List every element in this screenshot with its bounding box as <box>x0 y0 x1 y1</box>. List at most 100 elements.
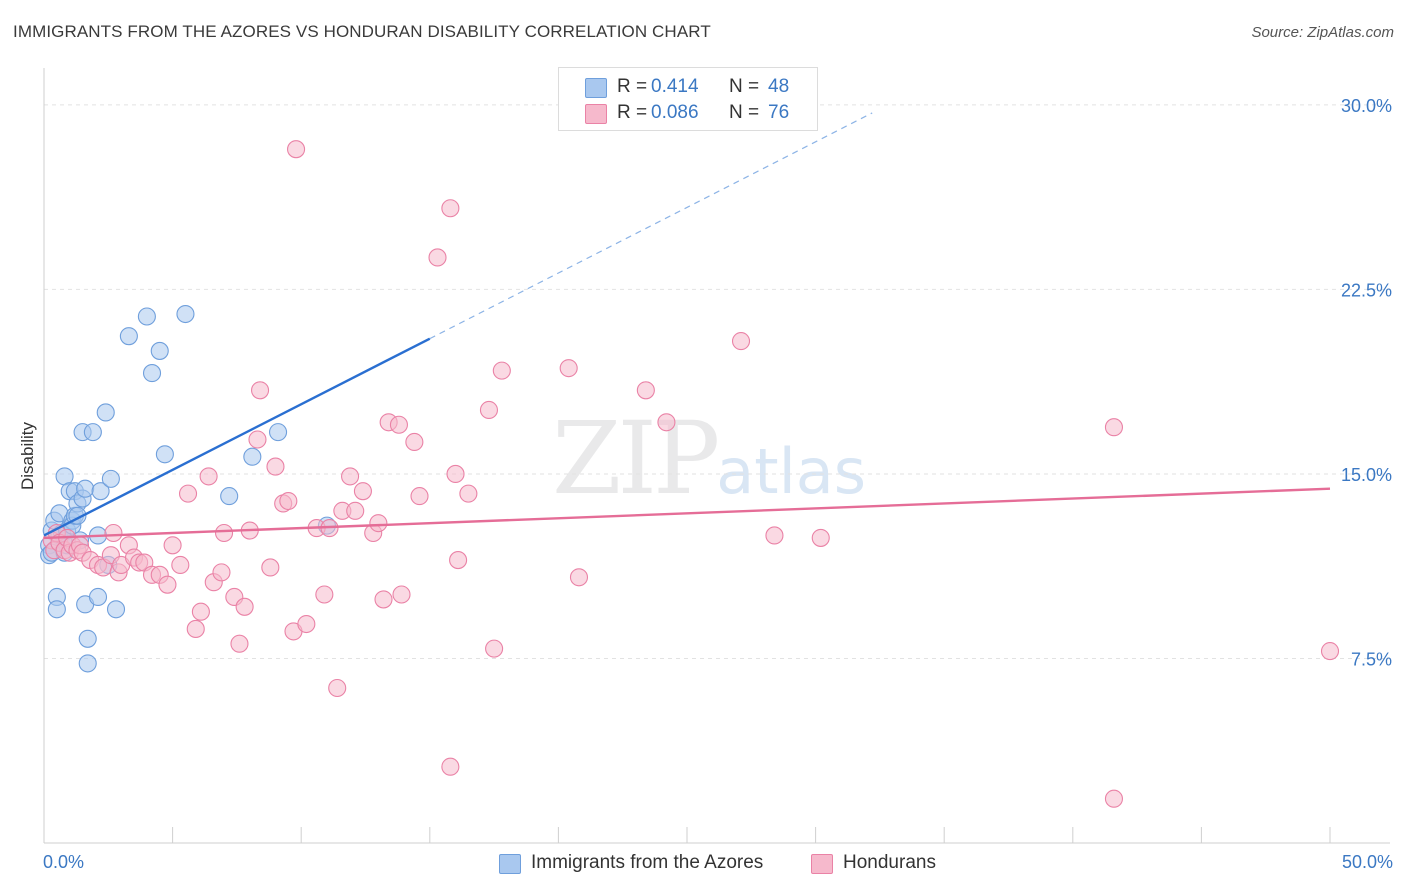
data-point-hondurans <box>428 248 447 267</box>
source-attribution: Source: ZipAtlas.com <box>1251 24 1394 41</box>
data-point-hondurans <box>214 523 234 543</box>
data-point-hondurans <box>178 484 198 503</box>
data-point-azores <box>119 327 138 346</box>
legend-r-value: 0.414 <box>651 76 699 97</box>
data-point-hondurans <box>235 597 254 616</box>
data-point-hondurans <box>459 484 478 503</box>
data-point-azores <box>155 445 174 464</box>
bottom-legend-swatch-azores <box>499 854 521 874</box>
legend-r-label: R = <box>617 102 648 123</box>
data-point-hondurans <box>341 467 360 486</box>
data-point-hondurans <box>392 585 411 604</box>
x-tick-label-max: 50.0% <box>1341 852 1393 872</box>
data-point-azores <box>91 482 110 501</box>
trend-line-hondurans <box>43 487 1331 540</box>
data-point-hondurans <box>250 381 270 400</box>
data-point-hondurans <box>636 381 655 400</box>
data-point-hondurans <box>731 332 751 351</box>
data-point-hondurans <box>1104 418 1124 437</box>
data-point-azores <box>150 341 169 360</box>
correlation-legend: R = 0.414 N = 48 R = 0.086 N = 76 <box>558 67 818 131</box>
data-point-hondurans <box>315 585 334 604</box>
data-point-hondurans <box>199 467 218 486</box>
data-point-hondurans <box>230 634 249 653</box>
data-point-azores <box>78 629 97 648</box>
legend-n-value: 76 <box>768 102 790 123</box>
data-point-hondurans <box>441 757 460 776</box>
trend-line-extension-azores <box>429 112 873 340</box>
data-point-hondurans <box>158 575 177 594</box>
data-point-hondurans <box>248 430 267 449</box>
data-point-hondurans <box>449 551 468 570</box>
data-point-hondurans <box>569 568 589 587</box>
legend-n-value: 48 <box>768 76 790 97</box>
data-point-hondurans <box>279 491 298 511</box>
data-point-hondurans <box>163 536 182 555</box>
legend-n-label: N = <box>729 76 760 97</box>
bottom-legend-label-azores: Immigrants from the Azores <box>531 852 764 873</box>
data-point-hondurans <box>191 602 210 621</box>
data-point-azores <box>47 600 66 619</box>
legend-swatch-azores <box>585 78 607 98</box>
data-point-hondurans <box>212 563 231 582</box>
data-point-hondurans <box>410 487 429 506</box>
y-tick-label: 30.0% <box>1341 96 1392 116</box>
chart-title: IMMIGRANTS FROM THE AZORES VS HONDURAN D… <box>13 22 711 41</box>
data-point-hondurans <box>765 526 784 545</box>
legend-swatch-hondurans <box>585 104 607 124</box>
y-tick-label: 15.0% <box>1341 465 1392 485</box>
data-point-azores <box>220 487 239 506</box>
data-point-azores <box>106 600 126 619</box>
legend-r-value: 0.086 <box>651 102 699 123</box>
data-point-hondurans <box>287 140 306 159</box>
watermark-zip: ZIP <box>552 400 720 517</box>
legend-row-hondurans: R = 0.086 N = 76 <box>585 102 815 126</box>
data-point-azores <box>88 587 108 607</box>
data-point-azores <box>137 307 156 326</box>
data-point-hondurans <box>492 361 511 380</box>
data-point-hondurans <box>186 619 205 639</box>
data-point-hondurans <box>104 523 123 543</box>
legend-row-azores: R = 0.414 N = 48 <box>585 76 815 100</box>
data-point-hondurans <box>328 678 347 698</box>
trend-line-azores <box>43 337 431 537</box>
data-point-azores <box>83 423 102 442</box>
data-point-hondurans <box>374 590 393 609</box>
data-point-hondurans <box>479 400 499 420</box>
y-axis-label: Disability <box>18 421 37 491</box>
data-point-hondurans <box>369 514 388 533</box>
data-point-azores <box>142 364 162 383</box>
bottom-legend-label-hondurans: Hondurans <box>843 852 936 873</box>
data-point-azores <box>176 304 195 324</box>
data-point-azores <box>96 403 115 422</box>
data-point-hondurans <box>1320 642 1340 661</box>
watermark-atlas: atlas <box>716 435 867 508</box>
data-point-hondurans <box>266 457 285 476</box>
data-point-azores <box>269 423 288 442</box>
data-point-hondurans <box>441 199 460 218</box>
y-tick-label: 22.5% <box>1341 280 1392 300</box>
data-point-hondurans <box>346 501 365 520</box>
data-point-hondurans <box>405 432 424 452</box>
legend-r-label: R = <box>617 76 648 97</box>
data-point-hondurans <box>261 558 280 577</box>
data-point-hondurans <box>485 639 504 658</box>
data-point-azores <box>101 469 120 488</box>
data-point-hondurans <box>811 528 830 547</box>
data-point-azores <box>76 479 95 498</box>
data-point-hondurans <box>1104 789 1124 808</box>
bottom-legend-swatch-hondurans <box>811 854 833 874</box>
data-point-hondurans <box>389 415 408 434</box>
data-point-hondurans <box>657 413 676 432</box>
data-point-azores <box>243 447 262 466</box>
data-point-azores <box>78 654 97 673</box>
data-point-hondurans <box>559 359 578 378</box>
y-tick-label: 7.5% <box>1351 649 1392 669</box>
legend-n-label: N = <box>729 102 760 123</box>
x-tick-label-min: 0.0% <box>43 852 85 872</box>
data-point-hondurans <box>297 614 316 634</box>
watermark: ZIPatlas <box>552 400 866 517</box>
data-point-hondurans <box>446 464 465 484</box>
data-point-hondurans <box>171 555 190 575</box>
